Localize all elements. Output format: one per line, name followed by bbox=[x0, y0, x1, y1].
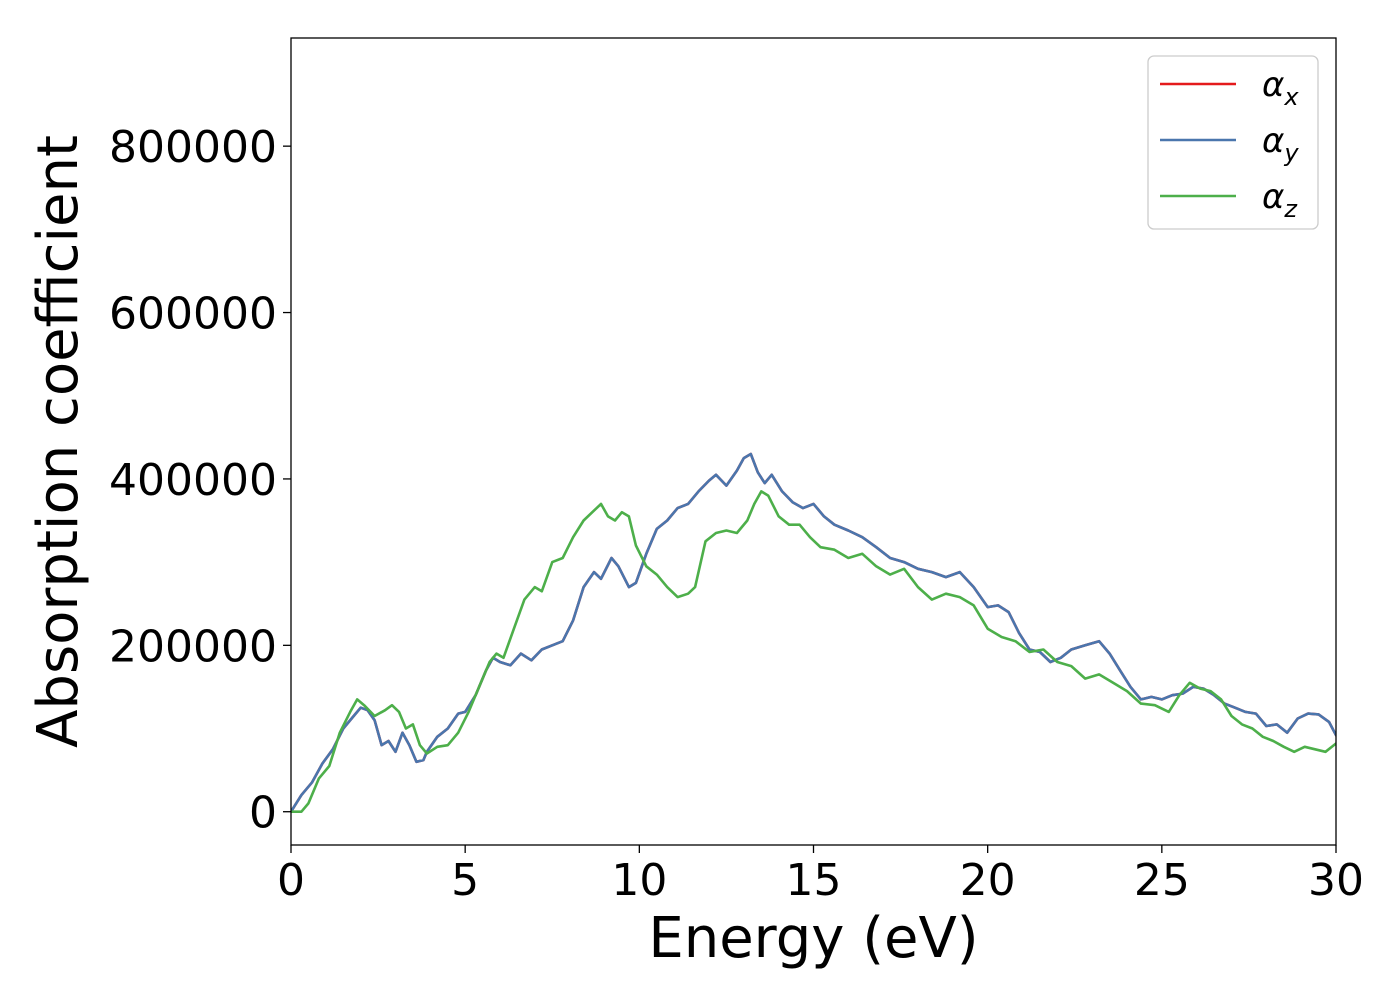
x-tick-label: 0 bbox=[277, 855, 305, 906]
x-tick-label: 5 bbox=[451, 855, 479, 906]
x-tick-label: 25 bbox=[1134, 855, 1190, 906]
series-line-y bbox=[291, 452, 1336, 814]
y-tick-label: 200000 bbox=[109, 621, 277, 672]
x-tick-label: 30 bbox=[1308, 855, 1364, 906]
legend-label-base: α bbox=[1262, 177, 1284, 217]
y-tick-label: 400000 bbox=[109, 455, 277, 506]
series-layer bbox=[291, 452, 1336, 814]
y-axis-title: Absorption coefficient bbox=[26, 135, 91, 748]
x-tick-label: 10 bbox=[611, 855, 667, 906]
ticks-layer: 0 5 10 15 20 25 30 0 200000 400000 600000 800000 bbox=[109, 122, 1364, 906]
legend-label-subscript: y bbox=[1283, 139, 1299, 167]
legend-label-z: αz bbox=[1262, 177, 1298, 223]
legend-label-x: αx bbox=[1262, 65, 1299, 111]
x-axis-title: Energy (eV) bbox=[648, 906, 978, 971]
x-tick-label: 20 bbox=[960, 855, 1016, 906]
y-tick-label: 600000 bbox=[109, 289, 277, 340]
series-line-x bbox=[291, 452, 1336, 814]
series-line-z bbox=[291, 490, 1336, 814]
legend-label-base: α bbox=[1262, 65, 1284, 105]
y-tick-label: 0 bbox=[249, 788, 277, 839]
legend-label-subscript: z bbox=[1283, 195, 1298, 223]
legend-label-y: αy bbox=[1262, 121, 1299, 167]
x-tick-label: 15 bbox=[786, 855, 842, 906]
legend-box bbox=[1147, 55, 1319, 230]
legend-label-subscript: x bbox=[1283, 83, 1299, 111]
legend-label-base: α bbox=[1262, 121, 1284, 161]
y-tick-label: 800000 bbox=[109, 122, 277, 173]
